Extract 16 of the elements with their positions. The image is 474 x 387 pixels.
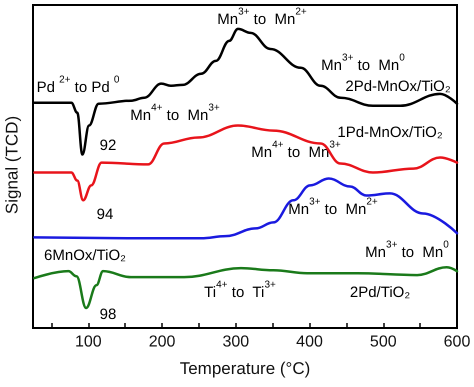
x-tick-label: 100 [74,334,102,350]
x-axis-title: Temperature (°C) [180,359,310,378]
x-tick-label: 600 [444,334,470,350]
annotation: Pd 2+ to Pd 0 [36,74,120,96]
series-label: 1Pd-MnOx/TiO₂ [337,124,443,141]
x-tick-label: 200 [148,334,176,350]
annotation: 94 [96,206,114,223]
annotation: 98 [100,306,116,323]
annotation: 92 [100,137,116,154]
series-label: 2Pd-MnOx/TiO₂ [345,78,451,95]
series-label: 6MnOx/TiO₂ [44,247,126,264]
y-axis-title: Signal (TCD) [2,116,22,214]
x-tick-label: 400 [296,334,323,350]
series-label: 2Pd/TiO₂ [350,284,410,301]
x-tick-label: 500 [370,334,397,350]
x-tick-label: 300 [222,334,250,350]
